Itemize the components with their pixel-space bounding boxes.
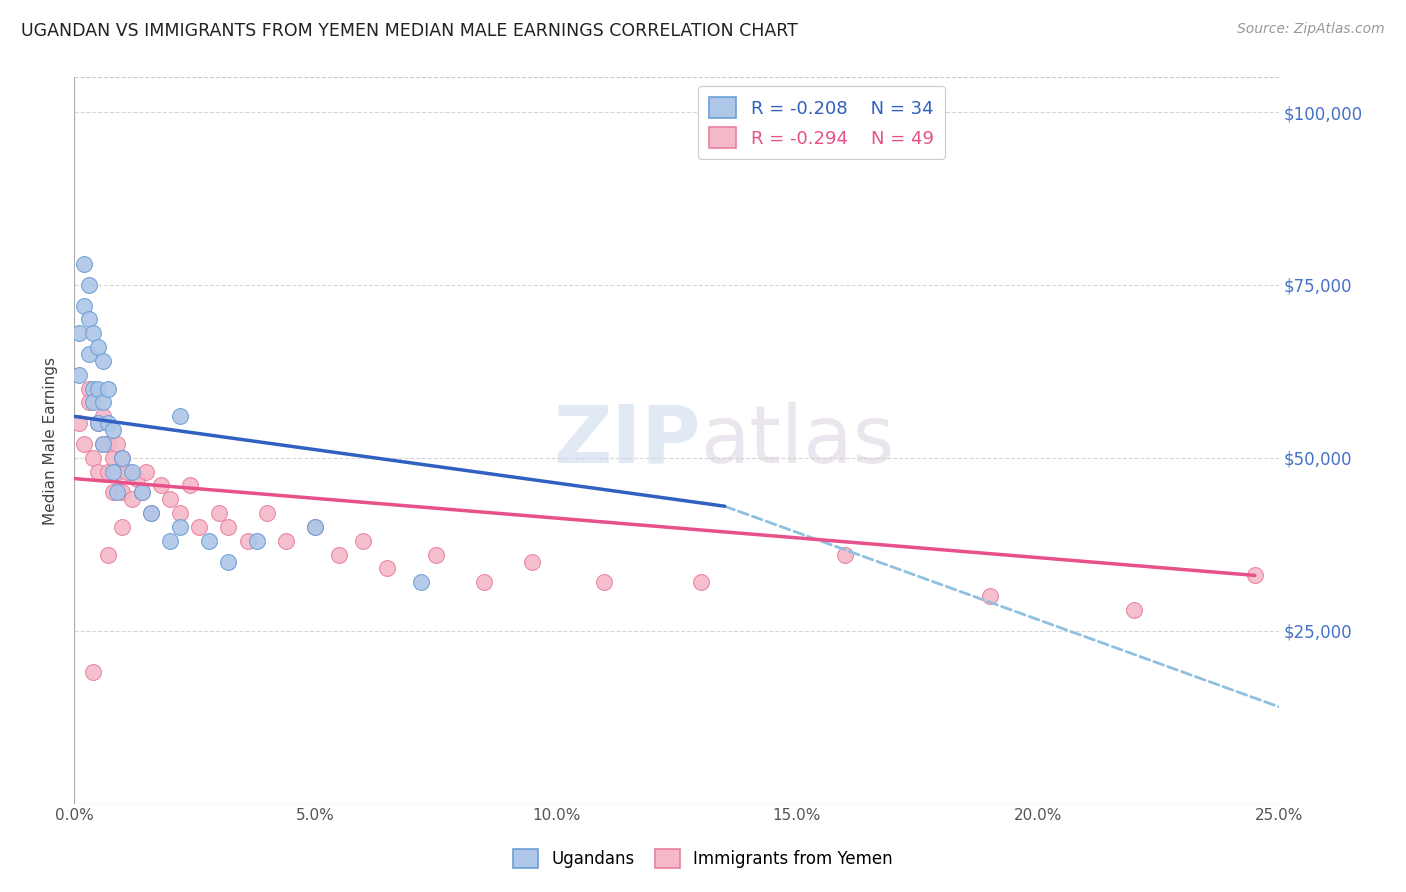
Point — [179, 478, 201, 492]
Legend: R = -0.208    N = 34, R = -0.294    N = 49: R = -0.208 N = 34, R = -0.294 N = 49 — [699, 87, 945, 159]
Y-axis label: Median Male Earnings: Median Male Earnings — [44, 357, 58, 524]
Point — [121, 492, 143, 507]
Point — [67, 368, 90, 382]
Point — [97, 437, 120, 451]
Point — [188, 520, 211, 534]
Point — [198, 533, 221, 548]
Point — [97, 382, 120, 396]
Point — [73, 299, 96, 313]
Point — [67, 416, 90, 430]
Point — [97, 416, 120, 430]
Point — [91, 354, 114, 368]
Legend: Ugandans, Immigrants from Yemen: Ugandans, Immigrants from Yemen — [506, 842, 900, 875]
Point — [304, 520, 326, 534]
Point — [87, 340, 110, 354]
Point — [111, 485, 134, 500]
Point — [67, 326, 90, 341]
Point — [472, 575, 495, 590]
Point — [111, 520, 134, 534]
Point — [689, 575, 711, 590]
Point — [87, 416, 110, 430]
Point — [217, 555, 239, 569]
Point — [375, 561, 398, 575]
Point — [82, 395, 104, 409]
Point — [236, 533, 259, 548]
Point — [352, 533, 374, 548]
Point — [159, 492, 181, 507]
Point — [77, 277, 100, 292]
Point — [77, 395, 100, 409]
Point — [125, 472, 148, 486]
Point — [141, 506, 163, 520]
Point — [834, 548, 856, 562]
Text: atlas: atlas — [700, 401, 896, 480]
Point — [73, 437, 96, 451]
Point — [520, 555, 543, 569]
Point — [425, 548, 447, 562]
Point — [73, 257, 96, 271]
Point — [304, 520, 326, 534]
Point — [91, 395, 114, 409]
Point — [91, 437, 114, 451]
Point — [77, 312, 100, 326]
Point — [82, 450, 104, 465]
Point — [101, 450, 124, 465]
Point — [111, 450, 134, 465]
Point — [82, 326, 104, 341]
Point — [135, 465, 157, 479]
Text: Source: ZipAtlas.com: Source: ZipAtlas.com — [1237, 22, 1385, 37]
Point — [1243, 568, 1265, 582]
Point — [1123, 603, 1146, 617]
Point — [208, 506, 231, 520]
Point — [87, 416, 110, 430]
Point — [82, 665, 104, 680]
Point — [131, 485, 153, 500]
Point — [101, 465, 124, 479]
Point — [256, 506, 278, 520]
Point — [246, 533, 269, 548]
Point — [101, 423, 124, 437]
Point — [97, 548, 120, 562]
Point — [149, 478, 172, 492]
Point — [409, 575, 432, 590]
Point — [328, 548, 350, 562]
Point — [87, 465, 110, 479]
Point — [169, 520, 191, 534]
Point — [87, 382, 110, 396]
Point — [77, 347, 100, 361]
Text: UGANDAN VS IMMIGRANTS FROM YEMEN MEDIAN MALE EARNINGS CORRELATION CHART: UGANDAN VS IMMIGRANTS FROM YEMEN MEDIAN … — [21, 22, 799, 40]
Point — [101, 485, 124, 500]
Point — [82, 382, 104, 396]
Point — [97, 465, 120, 479]
Point — [169, 506, 191, 520]
Point — [159, 533, 181, 548]
Point — [91, 409, 114, 424]
Point — [131, 485, 153, 500]
Point — [593, 575, 616, 590]
Point — [107, 465, 129, 479]
Point — [107, 485, 129, 500]
Point — [217, 520, 239, 534]
Point — [107, 437, 129, 451]
Point — [979, 589, 1001, 603]
Point — [738, 105, 761, 120]
Point — [91, 437, 114, 451]
Point — [115, 465, 138, 479]
Text: ZIP: ZIP — [554, 401, 700, 480]
Point — [77, 382, 100, 396]
Point — [141, 506, 163, 520]
Point — [121, 465, 143, 479]
Point — [169, 409, 191, 424]
Point — [276, 533, 298, 548]
Point — [111, 450, 134, 465]
